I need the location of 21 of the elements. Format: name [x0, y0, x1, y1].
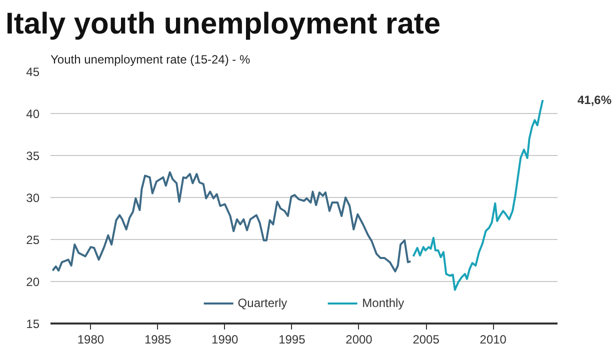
y-tick-label: 20	[26, 275, 40, 289]
x-tick-label: 1990	[212, 332, 239, 346]
chart-title: Italy youth unemployment rate	[6, 8, 441, 40]
y-tick-label: 45	[26, 65, 40, 79]
y-tick-label: 25	[26, 233, 40, 247]
line-series	[52, 171, 412, 272]
y-tick-label: 30	[26, 191, 40, 205]
line-series	[412, 99, 544, 291]
x-tick-label: 2000	[346, 332, 373, 346]
x-tick-label: 2010	[480, 332, 507, 346]
x-tick-label: 1995	[278, 332, 306, 346]
annotation: 41,6%	[578, 93, 612, 108]
x-tick-label: 1985	[144, 332, 172, 346]
x-tick-label: 2005	[412, 332, 440, 346]
legend-label: Quarterly	[238, 296, 288, 310]
y-tick-label: 35	[26, 149, 40, 163]
chart-subtitle: Youth unemployment rate (15-24) - %	[50, 52, 250, 66]
y-tick-label: 40	[26, 107, 40, 121]
legend-label: Monthly	[362, 296, 404, 310]
y-tick-label: 15	[26, 317, 40, 331]
x-tick-label: 1980	[77, 332, 104, 346]
